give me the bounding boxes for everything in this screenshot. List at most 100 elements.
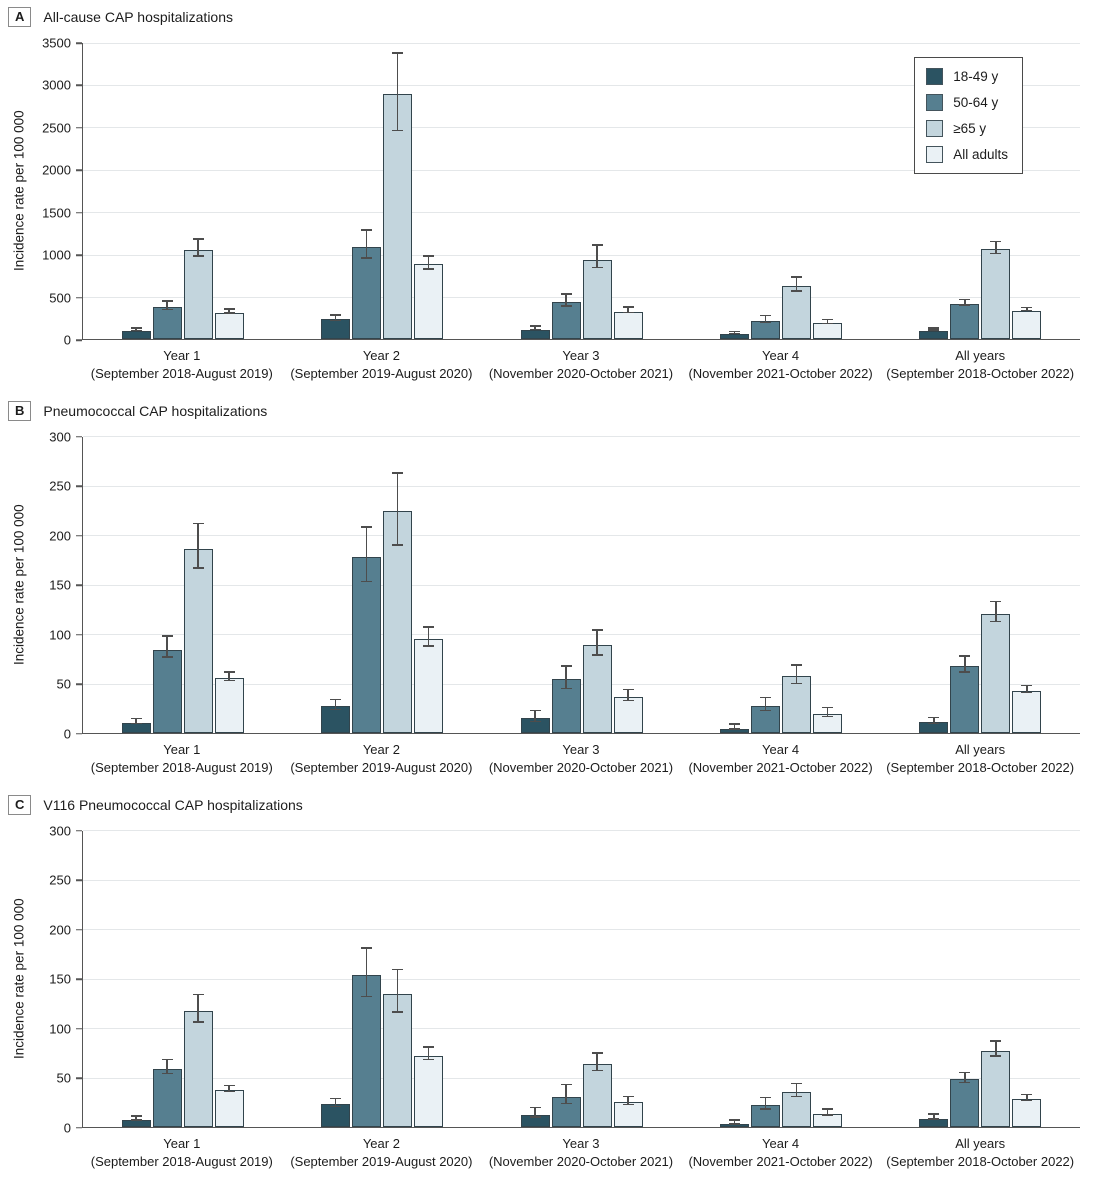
error-bar-line xyxy=(565,1085,567,1105)
category-slot xyxy=(681,831,880,1127)
error-bar-cap-lower xyxy=(1021,691,1033,694)
bar-50-64-y xyxy=(152,300,182,339)
error-bar-cap-lower xyxy=(790,290,802,292)
error-bar-cap-lower xyxy=(392,544,404,546)
bar-18-49-y xyxy=(321,698,351,733)
error-bar-cap-lower xyxy=(361,257,373,259)
panel-a-title: All-cause CAP hospitalizations xyxy=(43,9,234,25)
bar-≥65-y xyxy=(582,629,612,733)
error-bar-cap-upper xyxy=(361,229,373,231)
bar-50-64-y xyxy=(551,293,581,339)
error-bar-line xyxy=(826,708,829,718)
legend-swatch-all-adults xyxy=(926,146,944,163)
bar-All-adults xyxy=(214,1084,244,1127)
y-tick-mark xyxy=(76,634,82,636)
error-bar-cap-upper xyxy=(392,968,404,971)
error-bar-line xyxy=(1026,686,1028,694)
y-tick-mark xyxy=(76,879,82,882)
panel-b-letter: B xyxy=(8,400,32,421)
category-slot xyxy=(282,43,481,339)
error-bar-line xyxy=(764,316,767,324)
bar-All-adults xyxy=(812,706,842,733)
error-bar-cap-upper xyxy=(990,600,1002,603)
y-tick-label: 3000 xyxy=(42,77,71,93)
error-bar-cap-lower xyxy=(529,720,541,723)
panel-b-chart: Incidence rate per 100 000 0 50 100 150 200 2… xyxy=(8,429,1116,778)
bar-18-49-y xyxy=(919,327,949,339)
x-category-label: Year 3 (November 2020-October 2021) xyxy=(481,741,681,778)
category-slot xyxy=(681,43,880,339)
legend: 18-49 y 50-64 y ≥65 y All adults xyxy=(914,57,1023,174)
panel-c-title: V116 Pneumococcal CAP hospitalizations xyxy=(43,796,303,813)
panel-b-x-axis-labels: Year 1 (September 2018-August 2019) Year 2… xyxy=(82,741,1080,778)
error-bar-cap-upper xyxy=(361,947,373,949)
x-category-name: All years xyxy=(955,1135,1006,1151)
x-category-label: All years (September 2018-October 2022) xyxy=(880,1135,1080,1172)
y-tick-label: 1500 xyxy=(42,205,71,221)
bar-18-49-y xyxy=(520,709,550,733)
panel-c-y-axis-label: Incidence rate per 100 000 xyxy=(11,898,27,1060)
panel-a-y-axis-ticks: 0 500 1000 1500 2000 2500 3000 3500 xyxy=(30,36,82,348)
error-bar-cap-lower xyxy=(728,1123,740,1125)
error-bar-cap-lower xyxy=(622,1103,634,1106)
bar-All-adults xyxy=(613,1095,643,1127)
error-bar-cap-upper xyxy=(192,238,204,240)
bar-group xyxy=(719,276,842,339)
error-bar-cap-upper xyxy=(591,1052,603,1054)
bar-50-64-y xyxy=(950,298,980,339)
gridline xyxy=(83,212,1080,214)
y-tick-mark xyxy=(76,1127,82,1129)
bar-50-64-y xyxy=(352,947,382,1127)
error-bar-line xyxy=(596,630,598,656)
y-tick-label: 3500 xyxy=(42,35,71,51)
y-tick-label: 1000 xyxy=(42,247,71,263)
x-category-period: (November 2020-October 2021) xyxy=(488,1154,674,1170)
error-bar-line xyxy=(396,53,399,132)
error-bar-cap-lower xyxy=(1021,1099,1033,1102)
x-category-name: Year 4 xyxy=(762,348,800,363)
error-bar-cap-lower xyxy=(392,1011,404,1013)
y-tick-mark xyxy=(76,1028,82,1030)
y-tick-mark xyxy=(76,535,82,537)
bar-group xyxy=(520,1052,643,1127)
legend-item: All adults xyxy=(926,146,1008,163)
error-bar-line xyxy=(197,995,199,1023)
panel-b-bar-groups xyxy=(83,437,1080,733)
panel-a-letter: A xyxy=(8,7,32,27)
gridline xyxy=(83,634,1080,636)
error-bar-line xyxy=(596,245,598,269)
y-tick-mark xyxy=(76,830,82,832)
panel-c-x-axis-labels: Year 1 (September 2018-August 2019) Year 2… xyxy=(82,1135,1080,1172)
error-bar-line xyxy=(933,1114,935,1120)
y-tick-mark xyxy=(76,978,82,981)
error-bar-line xyxy=(933,718,935,724)
bar-50-64-y xyxy=(551,1083,581,1127)
category-slot xyxy=(482,437,681,733)
panel-a-title-row: A All-cause CAP hospitalizations xyxy=(8,7,1116,27)
bar-group xyxy=(520,244,643,339)
category-slot xyxy=(681,437,880,733)
gridline xyxy=(83,485,1080,487)
error-bar-cap-lower xyxy=(560,687,572,690)
error-bar-cap-upper xyxy=(161,1058,173,1061)
bar-All-adults xyxy=(414,255,444,339)
bar-≥65-y xyxy=(781,1082,811,1127)
error-bar-cap-upper xyxy=(130,1115,142,1117)
bar-18-49-y xyxy=(121,717,151,733)
panel-b-title: Pneumococcal CAP hospitalizations xyxy=(43,402,268,419)
error-bar-cap-upper xyxy=(192,522,204,525)
error-bar-line xyxy=(166,1060,168,1075)
error-bar-cap-upper xyxy=(423,626,435,628)
gridline xyxy=(83,169,1080,171)
error-bar-cap-upper xyxy=(161,300,173,302)
error-bar-line xyxy=(733,1120,736,1125)
error-bar-cap-lower xyxy=(423,1058,435,1061)
error-bar-cap-lower xyxy=(130,722,142,724)
error-bar-cap-lower xyxy=(560,305,572,307)
panel-b-plot-col: Year 1 (September 2018-August 2019) Year 2… xyxy=(82,436,1080,778)
bar-All-adults xyxy=(613,688,643,733)
bar-18-49-y xyxy=(121,1115,151,1127)
plot-area xyxy=(82,436,1080,734)
error-bar-line xyxy=(764,698,767,712)
panel-a-plot-col: 18-49 y 50-64 y ≥65 y All adults xyxy=(82,42,1080,384)
